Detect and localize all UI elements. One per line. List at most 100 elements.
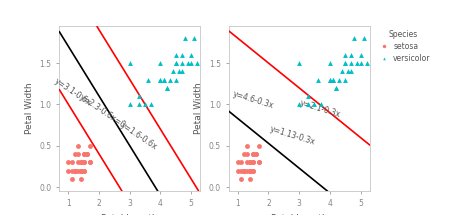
X-axis label: Petal Length: Petal Length bbox=[101, 213, 158, 215]
Point bbox=[347, 70, 355, 73]
X-axis label: Petal Length: Petal Length bbox=[271, 213, 328, 215]
Point bbox=[255, 161, 263, 164]
Point bbox=[237, 169, 245, 172]
Point bbox=[345, 70, 352, 73]
Point bbox=[246, 161, 254, 164]
Point bbox=[237, 177, 245, 181]
Point bbox=[329, 78, 337, 81]
Point bbox=[74, 169, 82, 172]
Point bbox=[160, 78, 167, 81]
Point bbox=[338, 70, 346, 73]
Point bbox=[184, 61, 192, 65]
Point bbox=[332, 86, 340, 90]
Point bbox=[80, 161, 88, 164]
Point bbox=[77, 169, 84, 172]
Point bbox=[249, 152, 257, 156]
Point bbox=[175, 70, 182, 73]
Point bbox=[77, 161, 84, 164]
Point bbox=[255, 161, 263, 164]
Point bbox=[249, 161, 257, 164]
Point bbox=[126, 61, 134, 65]
Text: y=4.6-0.3x: y=4.6-0.3x bbox=[232, 90, 275, 111]
Point bbox=[295, 61, 303, 65]
Point bbox=[169, 70, 176, 73]
Point bbox=[71, 152, 78, 156]
Point bbox=[86, 144, 94, 147]
Point bbox=[341, 78, 349, 81]
Point bbox=[160, 78, 167, 81]
Point bbox=[243, 144, 251, 147]
Point bbox=[347, 53, 355, 57]
Point bbox=[141, 103, 149, 106]
Point bbox=[314, 78, 321, 81]
Point bbox=[83, 152, 91, 156]
Point bbox=[243, 161, 251, 164]
Point bbox=[74, 152, 82, 156]
Point bbox=[68, 177, 75, 181]
Point bbox=[310, 103, 318, 106]
Point bbox=[357, 53, 365, 57]
Point bbox=[74, 161, 82, 164]
Point bbox=[77, 161, 84, 164]
Point bbox=[246, 177, 254, 181]
Point bbox=[240, 169, 248, 172]
Point bbox=[246, 169, 254, 172]
Point bbox=[255, 144, 263, 147]
Point bbox=[246, 169, 254, 172]
Point bbox=[74, 144, 82, 147]
Point bbox=[83, 152, 91, 156]
Point bbox=[243, 169, 251, 172]
Point bbox=[147, 103, 155, 106]
Point bbox=[80, 169, 88, 172]
Point bbox=[64, 161, 72, 164]
Point bbox=[187, 53, 195, 57]
Point bbox=[187, 61, 195, 65]
Point bbox=[77, 169, 84, 172]
Point bbox=[172, 61, 180, 65]
Point bbox=[135, 103, 143, 106]
Point bbox=[317, 103, 324, 106]
Point bbox=[80, 152, 88, 156]
Point bbox=[181, 37, 189, 40]
Point bbox=[360, 37, 367, 40]
Point bbox=[157, 78, 164, 81]
Point bbox=[191, 37, 198, 40]
Point bbox=[80, 161, 88, 164]
Point bbox=[363, 61, 371, 65]
Point bbox=[193, 61, 201, 65]
Text: y=1.13-0.3x: y=1.13-0.3x bbox=[269, 125, 317, 147]
Point bbox=[354, 61, 361, 65]
Point bbox=[249, 169, 257, 172]
Point bbox=[80, 152, 88, 156]
Point bbox=[246, 169, 254, 172]
Point bbox=[237, 161, 245, 164]
Point bbox=[163, 86, 171, 90]
Point bbox=[71, 169, 78, 172]
Point bbox=[178, 61, 186, 65]
Point bbox=[64, 169, 72, 172]
Point bbox=[234, 161, 242, 164]
Point bbox=[68, 161, 75, 164]
Point bbox=[341, 61, 349, 65]
Legend: setosa, versicolor: setosa, versicolor bbox=[376, 30, 431, 63]
Point bbox=[326, 78, 334, 81]
Point bbox=[172, 61, 180, 65]
Point bbox=[178, 70, 186, 73]
Point bbox=[249, 161, 257, 164]
Point bbox=[246, 161, 254, 164]
Point bbox=[178, 53, 186, 57]
Point bbox=[240, 169, 248, 172]
Point bbox=[157, 61, 164, 65]
Point bbox=[80, 169, 88, 172]
Point bbox=[305, 103, 312, 106]
Text: y=2.1-0.3x: y=2.1-0.3x bbox=[299, 98, 342, 119]
Point bbox=[68, 169, 75, 172]
Point bbox=[86, 161, 94, 164]
Point bbox=[243, 152, 251, 156]
Point bbox=[253, 152, 260, 156]
Point bbox=[351, 37, 358, 40]
Y-axis label: Petal Width: Petal Width bbox=[194, 83, 203, 134]
Point bbox=[166, 78, 173, 81]
Point bbox=[341, 61, 349, 65]
Point bbox=[332, 86, 340, 90]
